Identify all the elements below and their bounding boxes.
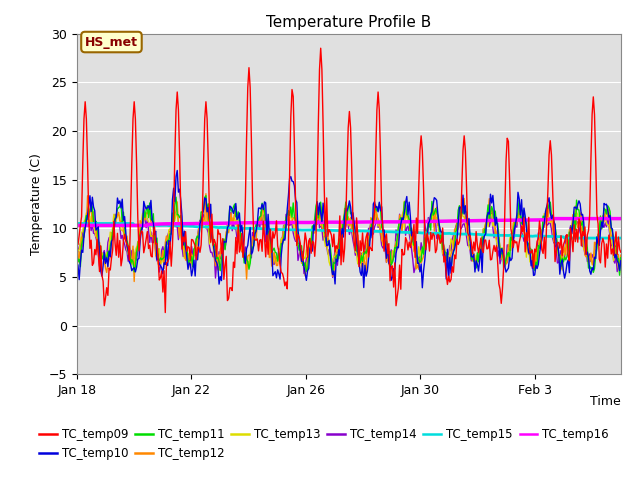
TC_temp13 bbox=[312, 212, 320, 218]
TC_temp10 bbox=[313, 199, 321, 205]
TC_temp12 bbox=[73, 254, 81, 260]
TC_temp13 bbox=[561, 248, 568, 253]
TC_temp09 bbox=[351, 248, 359, 253]
Legend: TC_temp09, TC_temp10, TC_temp11, TC_temp12, TC_temp13, TC_temp14, TC_temp15, TC_: TC_temp09, TC_temp10, TC_temp11, TC_temp… bbox=[39, 428, 609, 460]
TC_temp09 bbox=[534, 236, 542, 242]
TC_temp10 bbox=[562, 270, 570, 276]
TC_temp16 bbox=[547, 216, 554, 221]
TC_temp12 bbox=[361, 261, 369, 266]
Line: TC_temp13: TC_temp13 bbox=[77, 206, 621, 270]
TC_temp16 bbox=[349, 219, 357, 225]
TC_temp12 bbox=[202, 191, 210, 197]
TC_temp15 bbox=[73, 221, 81, 227]
Title: Temperature Profile B: Temperature Profile B bbox=[266, 15, 431, 30]
TC_temp16 bbox=[358, 219, 366, 225]
TC_temp15 bbox=[559, 234, 567, 240]
TC_temp11 bbox=[73, 249, 81, 255]
TC_temp11 bbox=[616, 272, 623, 278]
Text: Time: Time bbox=[590, 395, 621, 408]
TC_temp13 bbox=[340, 228, 348, 234]
TC_temp14 bbox=[351, 252, 359, 258]
TC_temp11 bbox=[533, 264, 541, 269]
TC_temp10 bbox=[360, 285, 367, 290]
TC_temp10 bbox=[350, 220, 358, 226]
TC_temp16 bbox=[617, 216, 625, 221]
TC_temp15 bbox=[561, 235, 568, 241]
TC_temp10 bbox=[173, 168, 181, 173]
TC_temp16 bbox=[340, 219, 348, 225]
TC_temp11 bbox=[617, 255, 625, 261]
TC_temp09 bbox=[342, 218, 349, 224]
TC_temp09 bbox=[313, 188, 321, 193]
TC_temp10 bbox=[73, 259, 81, 264]
TC_temp09 bbox=[617, 249, 625, 255]
TC_temp16 bbox=[532, 217, 540, 223]
TC_temp15 bbox=[358, 228, 366, 234]
TC_temp10 bbox=[534, 262, 542, 267]
TC_temp14 bbox=[212, 275, 220, 281]
TC_temp15 bbox=[340, 228, 348, 234]
TC_temp11 bbox=[202, 193, 210, 199]
TC_temp13 bbox=[572, 203, 579, 209]
TC_temp15 bbox=[349, 228, 357, 234]
TC_temp15 bbox=[532, 233, 540, 239]
TC_temp12 bbox=[617, 252, 625, 258]
TC_temp09 bbox=[562, 234, 570, 240]
Line: TC_temp16: TC_temp16 bbox=[77, 218, 621, 226]
TC_temp13 bbox=[358, 250, 366, 255]
TC_temp14 bbox=[534, 230, 542, 236]
TC_temp16 bbox=[73, 223, 81, 228]
TC_temp11 bbox=[313, 199, 321, 204]
TC_temp11 bbox=[360, 251, 367, 256]
TC_temp11 bbox=[350, 222, 358, 228]
TC_temp14 bbox=[314, 207, 322, 213]
TC_temp10 bbox=[340, 213, 348, 219]
TC_temp14 bbox=[342, 223, 349, 229]
Line: TC_temp14: TC_temp14 bbox=[77, 206, 621, 278]
TC_temp12 bbox=[342, 210, 349, 216]
TC_temp09 bbox=[161, 310, 169, 315]
TC_temp14 bbox=[562, 232, 570, 238]
TC_temp14 bbox=[73, 244, 81, 250]
TC_temp10 bbox=[617, 258, 625, 264]
TC_temp12 bbox=[131, 278, 138, 284]
Text: HS_met: HS_met bbox=[85, 36, 138, 48]
TC_temp16 bbox=[561, 216, 568, 221]
Line: TC_temp10: TC_temp10 bbox=[77, 170, 621, 288]
TC_temp12 bbox=[534, 249, 542, 254]
Line: TC_temp09: TC_temp09 bbox=[77, 48, 621, 312]
TC_temp09 bbox=[73, 234, 81, 240]
TC_temp09 bbox=[361, 241, 369, 247]
TC_temp15 bbox=[312, 227, 320, 233]
TC_temp13 bbox=[617, 254, 625, 260]
Line: TC_temp12: TC_temp12 bbox=[77, 194, 621, 281]
TC_temp09 bbox=[317, 45, 324, 51]
TC_temp11 bbox=[340, 211, 348, 216]
TC_temp11 bbox=[561, 254, 568, 260]
TC_temp14 bbox=[140, 204, 148, 209]
Line: TC_temp15: TC_temp15 bbox=[77, 224, 621, 238]
TC_temp14 bbox=[361, 251, 369, 257]
TC_temp15 bbox=[617, 235, 625, 241]
TC_temp12 bbox=[314, 204, 322, 210]
TC_temp12 bbox=[351, 237, 359, 242]
TC_temp14 bbox=[617, 254, 625, 260]
TC_temp12 bbox=[562, 252, 570, 258]
TC_temp10 bbox=[419, 285, 426, 290]
Line: TC_temp11: TC_temp11 bbox=[77, 196, 621, 275]
Y-axis label: Temperature (C): Temperature (C) bbox=[30, 153, 43, 255]
TC_temp13 bbox=[532, 252, 540, 258]
TC_temp13 bbox=[73, 258, 81, 264]
TC_temp13 bbox=[349, 231, 357, 237]
TC_temp16 bbox=[312, 219, 320, 225]
TC_temp13 bbox=[558, 267, 566, 273]
